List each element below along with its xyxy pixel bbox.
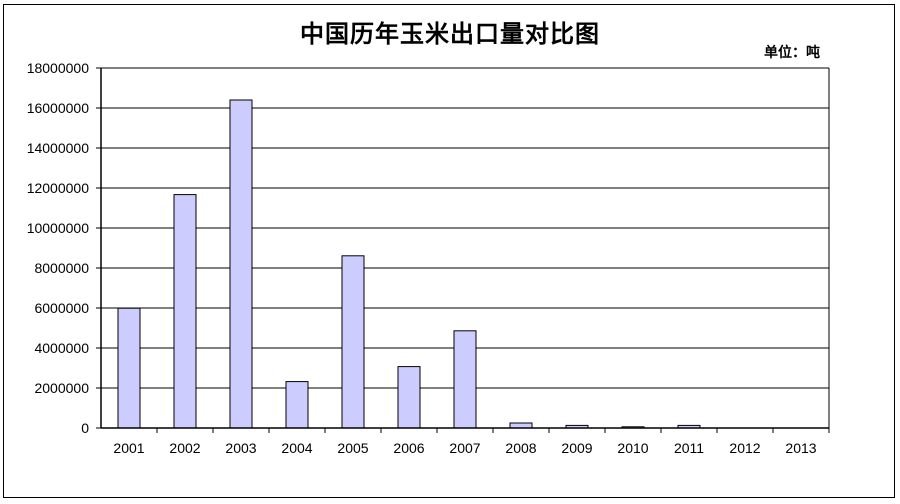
y-tick-label: 16000000 (27, 100, 90, 116)
x-tick-label: 2009 (561, 440, 592, 456)
x-tick-label: 2005 (337, 440, 368, 456)
y-tick-labels: 0 2000000 4000000 6000000 8000000 10000000 120… (27, 60, 90, 436)
x-tick-label: 2001 (113, 440, 144, 456)
y-tick-label: 2000000 (34, 380, 89, 396)
bar-2006 (397, 366, 421, 429)
y-tick-label: 14000000 (27, 140, 90, 156)
y-tick-label: 4000000 (34, 340, 89, 356)
axes (100, 68, 830, 429)
x-tick-label: 2006 (393, 440, 424, 456)
bar-2001 (117, 307, 141, 429)
y-tick-label: 10000000 (27, 220, 90, 236)
bar-2003 (229, 99, 253, 429)
x-tick-labels: 2001 2002 2003 2004 2005 2006 2007 2008 2009 2010… (113, 428, 830, 456)
x-tick-label: 2003 (225, 440, 256, 456)
chart-frame (3, 4, 895, 498)
bar-2007 (453, 330, 477, 429)
x-tick-label: 2012 (729, 440, 760, 456)
x-tick-label: 2008 (505, 440, 536, 456)
chart-title: 中国历年玉米出口量对比图 (300, 20, 600, 48)
y-tick-label: 0 (81, 420, 89, 436)
bar-2005 (341, 255, 365, 429)
y-tick-label: 18000000 (27, 60, 90, 76)
x-tick-label: 2004 (281, 440, 312, 456)
y-tick-label: 12000000 (27, 180, 90, 196)
x-tick-label: 2011 (674, 440, 704, 456)
y-tick-label: 8000000 (34, 260, 89, 276)
x-tick-label: 2007 (449, 440, 480, 456)
unit-label: 单位：吨 (764, 45, 820, 61)
x-tick-label: 2002 (169, 440, 200, 456)
x-tick-label: 2010 (617, 440, 648, 456)
bar-2004 (285, 381, 309, 429)
bars (117, 99, 701, 429)
y-tick-label: 6000000 (34, 300, 89, 316)
bar-2002 (173, 194, 197, 429)
x-tick-label: 2013 (785, 440, 816, 456)
